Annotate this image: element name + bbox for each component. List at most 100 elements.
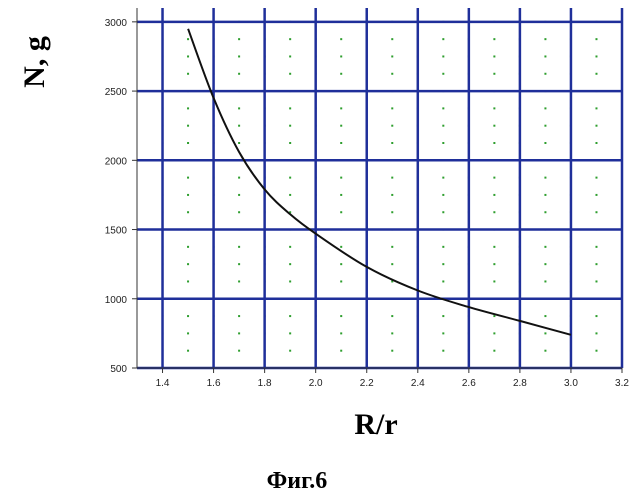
minor-dot [493, 350, 495, 352]
minor-dot [289, 315, 291, 317]
minor-dot [595, 350, 597, 352]
minor-dot [595, 315, 597, 317]
minor-dot [493, 142, 495, 144]
minor-dot [391, 194, 393, 196]
minor-dot [187, 177, 189, 179]
minor-dot [544, 350, 546, 352]
minor-dot [187, 332, 189, 334]
minor-dot [238, 246, 240, 248]
minor-dot [340, 107, 342, 109]
minor-dot [289, 194, 291, 196]
minor-dot [238, 107, 240, 109]
minor-dot [238, 125, 240, 127]
minor-dot [442, 107, 444, 109]
minor-dot [340, 211, 342, 213]
minor-dot [595, 73, 597, 75]
minor-dot [493, 332, 495, 334]
minor-dot [391, 315, 393, 317]
minor-dot [442, 332, 444, 334]
minor-dot [493, 55, 495, 57]
minor-dot [493, 125, 495, 127]
minor-dot [391, 73, 393, 75]
minor-dot [340, 142, 342, 144]
minor-dot [340, 38, 342, 40]
minor-dot [391, 125, 393, 127]
minor-dot [544, 107, 546, 109]
minor-dot [595, 194, 597, 196]
minor-dot [289, 280, 291, 282]
minor-dot [442, 280, 444, 282]
minor-dot [442, 73, 444, 75]
minor-dot [595, 142, 597, 144]
minor-dot [289, 125, 291, 127]
minor-dot [544, 246, 546, 248]
x-axis-ticks: 1.41.61.82.02.22.42.62.83.03.2 [156, 368, 630, 389]
minor-dot [442, 246, 444, 248]
minor-dot [442, 315, 444, 317]
minor-dot [391, 350, 393, 352]
minor-dot [544, 263, 546, 265]
y-tick-label: 500 [110, 364, 127, 375]
y-tick-label: 1500 [105, 226, 128, 237]
minor-dot [238, 350, 240, 352]
y-tick-label: 2000 [105, 156, 128, 167]
minor-dot [238, 332, 240, 334]
minor-dot [289, 350, 291, 352]
x-tick-label: 2.6 [462, 378, 476, 389]
minor-dot [340, 177, 342, 179]
minor-dot [442, 177, 444, 179]
minor-dot [340, 280, 342, 282]
minor-dot [340, 246, 342, 248]
x-tick-label: 3.2 [615, 378, 629, 389]
minor-dot [442, 125, 444, 127]
minor-dot [493, 263, 495, 265]
minor-dot [442, 194, 444, 196]
minor-dot [340, 350, 342, 352]
minor-dot [340, 194, 342, 196]
minor-dot [391, 211, 393, 213]
minor-dot [493, 246, 495, 248]
y-axis-ticks: 50010001500200025003000 [105, 18, 137, 375]
minor-dot [493, 38, 495, 40]
minor-dot [391, 55, 393, 57]
minor-dot [187, 125, 189, 127]
minor-dot [391, 38, 393, 40]
figure-caption: Фиг.6 [267, 468, 328, 494]
minor-dot [238, 55, 240, 57]
minor-dot [340, 332, 342, 334]
minor-dot [391, 177, 393, 179]
minor-dot [187, 38, 189, 40]
minor-dot [544, 332, 546, 334]
minor-dot [391, 332, 393, 334]
minor-dot [238, 315, 240, 317]
minor-dot [493, 194, 495, 196]
x-tick-label: 1.8 [258, 378, 272, 389]
minor-dot [595, 263, 597, 265]
minor-dot [289, 142, 291, 144]
minor-dot [391, 246, 393, 248]
minor-dot [238, 211, 240, 213]
minor-dot [595, 177, 597, 179]
minor-dot [493, 177, 495, 179]
x-tick-label: 2.4 [411, 378, 425, 389]
minor-dot [187, 263, 189, 265]
x-tick-label: 1.6 [207, 378, 221, 389]
minor-dot [493, 211, 495, 213]
minor-dot [391, 142, 393, 144]
minor-dot [340, 73, 342, 75]
minor-dot [187, 211, 189, 213]
minor-dot [442, 38, 444, 40]
minor-dot [289, 263, 291, 265]
minor-dot [493, 107, 495, 109]
minor-dot [544, 125, 546, 127]
minor-dot [493, 73, 495, 75]
minor-dot [238, 142, 240, 144]
plot-area [137, 8, 622, 368]
minor-dot [391, 263, 393, 265]
minor-dot [595, 55, 597, 57]
minor-dot [340, 125, 342, 127]
minor-dot [187, 246, 189, 248]
minor-dot [493, 280, 495, 282]
x-tick-label: 2.2 [360, 378, 374, 389]
